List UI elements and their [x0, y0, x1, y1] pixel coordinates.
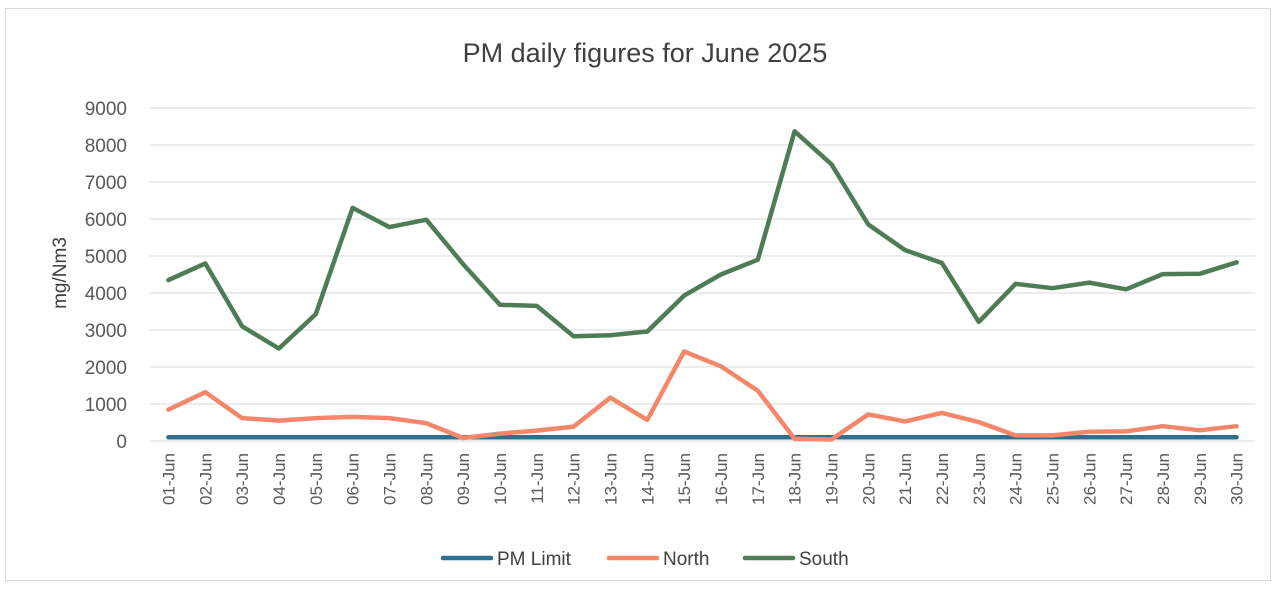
- chart-border: [5, 8, 1271, 581]
- x-tick-label: 24-Jun: [1007, 453, 1026, 505]
- x-tick-label: 09-Jun: [454, 453, 473, 505]
- legend-label: PM Limit: [497, 549, 572, 570]
- x-tick-label: 20-Jun: [859, 453, 878, 505]
- y-tick-label: 3000: [85, 321, 127, 342]
- y-tick-label: 0: [116, 432, 127, 453]
- y-tick-label: 7000: [85, 173, 127, 194]
- x-tick-label: 12-Jun: [565, 453, 584, 505]
- chart-title: PM daily figures for June 2025: [463, 38, 828, 68]
- x-tick-label: 11-Jun: [528, 453, 547, 504]
- x-tick-label: 23-Jun: [970, 453, 989, 505]
- x-tick-label: 03-Jun: [233, 453, 252, 505]
- x-tick-label: 16-Jun: [712, 453, 731, 505]
- y-tick-label: 6000: [85, 210, 127, 231]
- x-tick-label: 13-Jun: [601, 453, 620, 505]
- x-tick-label: 25-Jun: [1043, 453, 1062, 505]
- x-tick-label: 22-Jun: [933, 453, 952, 505]
- x-tick-label: 26-Jun: [1080, 453, 1099, 505]
- x-tick-label: 17-Jun: [749, 453, 768, 505]
- legend-label: South: [799, 549, 849, 570]
- legend-item-north: North: [606, 549, 709, 570]
- y-tick-label: 2000: [85, 358, 127, 379]
- x-tick-label: 14-Jun: [638, 453, 657, 505]
- x-tick-label: 05-Jun: [307, 453, 326, 505]
- x-tick-label: 18-Jun: [786, 453, 805, 505]
- x-tick-label: 06-Jun: [344, 453, 363, 505]
- x-tick-label: 21-Jun: [896, 453, 915, 505]
- legend-label: North: [663, 549, 709, 570]
- legend-item-pm-limit: PM Limit: [440, 549, 572, 570]
- x-tick-label: 27-Jun: [1117, 453, 1136, 505]
- series-line-north: [166, 349, 1239, 442]
- x-tick-labels: 01-Jun 02-Jun 03-Jun 04-Jun 05-Jun 06-Jun 07-J…: [159, 453, 1246, 505]
- y-tick-label: 9000: [85, 99, 127, 120]
- x-tick-label: 04-Jun: [270, 453, 289, 505]
- series-line-south: [166, 129, 1239, 351]
- legend: PM Limit North South: [440, 549, 849, 570]
- x-tick-label: 02-Jun: [196, 453, 215, 505]
- x-tick-label: 07-Jun: [380, 453, 399, 505]
- x-tick-label: 08-Jun: [417, 453, 436, 505]
- y-axis-label: mg/Nm3: [50, 237, 71, 309]
- y-tick-label: 4000: [85, 284, 127, 305]
- legend-item-south: South: [742, 549, 849, 570]
- y-tick-labels: 0 1000 2000 3000 4000 5000 6000 7000 8000 9000: [85, 99, 127, 453]
- x-tick-label: 10-Jun: [491, 453, 510, 505]
- gridlines: [150, 107, 1255, 442]
- x-tick-label: 29-Jun: [1191, 453, 1210, 505]
- y-tick-label: 5000: [85, 247, 127, 268]
- x-tick-label: 30-Jun: [1228, 453, 1247, 505]
- x-tick-label: 19-Jun: [822, 453, 841, 505]
- x-tick-label: 01-Jun: [159, 453, 178, 505]
- x-tick-label: 15-Jun: [675, 453, 694, 505]
- x-tick-label: 28-Jun: [1154, 453, 1173, 505]
- series-lines: [166, 129, 1239, 442]
- y-tick-label: 1000: [85, 395, 127, 416]
- y-tick-label: 8000: [85, 136, 127, 157]
